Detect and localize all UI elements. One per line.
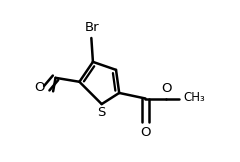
Text: CH₃: CH₃	[183, 91, 205, 104]
Text: Br: Br	[85, 21, 99, 34]
Text: O: O	[161, 81, 171, 95]
Text: O: O	[140, 126, 151, 139]
Text: O: O	[35, 81, 45, 94]
Text: S: S	[97, 106, 105, 120]
